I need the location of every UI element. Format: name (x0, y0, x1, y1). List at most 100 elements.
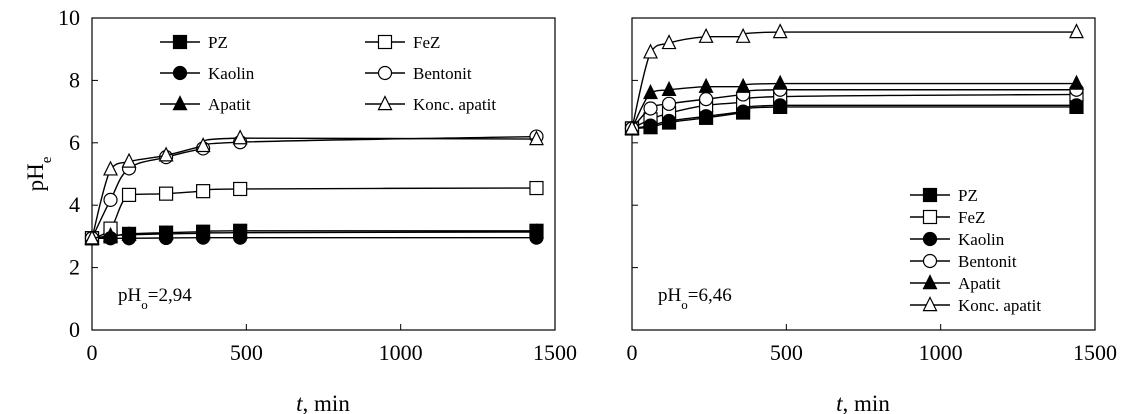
data-point-konc-apatit (643, 43, 658, 59)
legend-marker (172, 34, 188, 50)
data-point-konc-apatit (84, 229, 100, 245)
legend-marker (922, 231, 938, 247)
legend-marker (922, 187, 938, 203)
x-tick-label: 1500 (1073, 340, 1117, 365)
annotation-value: =6,46 (688, 285, 732, 306)
data-point-apatit (643, 84, 658, 100)
svg-text:pHo=2,94: pHo=2,94 (118, 285, 192, 312)
legend-item-pz: PZ (910, 186, 978, 205)
y-tick-label: 8 (69, 67, 80, 92)
legend-label: PZ (208, 33, 228, 52)
annotation-sub: o (681, 297, 688, 312)
series-line-kaolin (91, 236, 537, 239)
data-point-kaolin (661, 113, 677, 129)
x-tick-label: 0 (87, 340, 98, 365)
series-group (624, 23, 1084, 136)
x-tick-label: 0 (627, 340, 638, 365)
annotation-main: pH (658, 285, 682, 306)
legend-item-kaolin: Kaolin (910, 230, 1005, 249)
data-point-kaolin (643, 118, 658, 133)
x-tick-label: 500 (230, 340, 263, 365)
legend: PZ FeZ Kaolin Bentonit Apatit Konc. apatit (910, 186, 1041, 315)
data-point-apatit (158, 225, 174, 241)
legend-item-konc-apatit: Konc. apatit (365, 95, 496, 114)
data-point-konc-apatit (698, 27, 714, 43)
data-point-konc-apatit (1069, 23, 1084, 39)
x-tick-label: 1000 (379, 340, 423, 365)
legend-item-konc-apatit: Konc. apatit (910, 296, 1041, 315)
data-point-kaolin (698, 109, 714, 124)
data-point-apatit (121, 226, 137, 242)
data-point-konc-apatit (529, 130, 544, 146)
x-tick-label: 1000 (919, 340, 963, 365)
plot-area-frame (91, 17, 556, 331)
chart-panel-ph-2-94: pHe t, min pHo=2,94 0 500 1000 15000246810 … (23, 5, 577, 414)
legend-label: Konc. apatit (958, 296, 1041, 315)
legend-label: Apatit (208, 95, 251, 114)
series-bentonit (84, 129, 544, 246)
legend-item-fez: FeZ (365, 33, 440, 52)
legend-item-apatit: Apatit (910, 274, 1001, 293)
svg-text:pHo=6,46: pHo=6,46 (658, 285, 732, 312)
legend-label: Apatit (958, 274, 1001, 293)
legend-marker (377, 34, 393, 50)
data-point-konc-apatit (735, 27, 751, 43)
legend-marker (377, 95, 393, 111)
data-point-apatit (772, 74, 788, 90)
data-point-konc-apatit (624, 119, 640, 135)
y-tick-label: 6 (69, 130, 80, 155)
data-point-bentonit (698, 92, 714, 107)
data-point-fez (233, 181, 248, 197)
chart-panel-ph-6-46: t, min pHo=6,46 0 500 1000 1500 PZ FeZ Kaolin… (624, 17, 1117, 414)
initial-ph-annotation: pHo=2,94 (118, 285, 192, 312)
series-fez (84, 180, 544, 246)
svg-text:t, min: t, min (836, 391, 890, 414)
y-tick-label: 0 (69, 317, 80, 342)
legend-marker (922, 274, 938, 290)
series-bentonit (624, 82, 1084, 136)
legend-marker (922, 209, 938, 225)
x-axis-title: t, min (836, 391, 890, 414)
legend-item-bentonit: Bentonit (910, 252, 1017, 271)
legend-label: Konc. apatit (413, 95, 496, 114)
svg-text:t, min: t, min (296, 391, 350, 414)
data-point-apatit (1069, 74, 1084, 90)
series-konc-apatit (624, 23, 1084, 135)
legend-marker (172, 65, 188, 81)
x-axis-title-rest: , min (843, 391, 891, 414)
legend-label: PZ (958, 186, 978, 205)
x-tick-label: 1500 (533, 340, 577, 365)
data-point-konc-apatit (103, 160, 118, 176)
legend-label: Kaolin (208, 64, 255, 83)
series-line-konc-apatit (631, 31, 1077, 129)
legend-marker (922, 253, 938, 269)
data-point-bentonit (661, 96, 677, 111)
data-point-apatit (232, 223, 248, 239)
legend: PZ FeZ Kaolin Bentonit Apatit Konc. apatit (160, 33, 496, 114)
y-axis-title-sub: e (39, 156, 55, 163)
legend-label: Bentonit (958, 252, 1017, 271)
legend-item-kaolin: Kaolin (160, 64, 255, 83)
data-point-konc-apatit (158, 146, 174, 162)
y-tick-label: 2 (69, 255, 80, 280)
series-line-kaolin (631, 104, 1077, 130)
data-point-kaolin (1069, 98, 1084, 113)
data-point-bentonit (103, 192, 118, 207)
data-point-fez (529, 180, 544, 196)
data-point-kaolin (736, 104, 751, 119)
data-point-apatit (698, 77, 714, 93)
svg-text:pHe: pHe (23, 156, 55, 191)
y-axis-title: pHe (23, 156, 55, 191)
data-point-bentonit (643, 101, 658, 116)
legend-label: Kaolin (958, 230, 1005, 249)
series-fez (624, 87, 1084, 136)
x-axis-title-italic: t (836, 391, 843, 414)
series-konc-apatit (84, 129, 544, 245)
x-tick-label: 500 (770, 340, 803, 365)
legend-marker (172, 95, 188, 111)
series-kaolin (624, 98, 1084, 136)
data-point-konc-apatit (661, 34, 677, 50)
legend-label: FeZ (958, 208, 985, 227)
axes-ticks: 0 500 1000 1500 0 2 4 6 8 10 (58, 5, 577, 365)
